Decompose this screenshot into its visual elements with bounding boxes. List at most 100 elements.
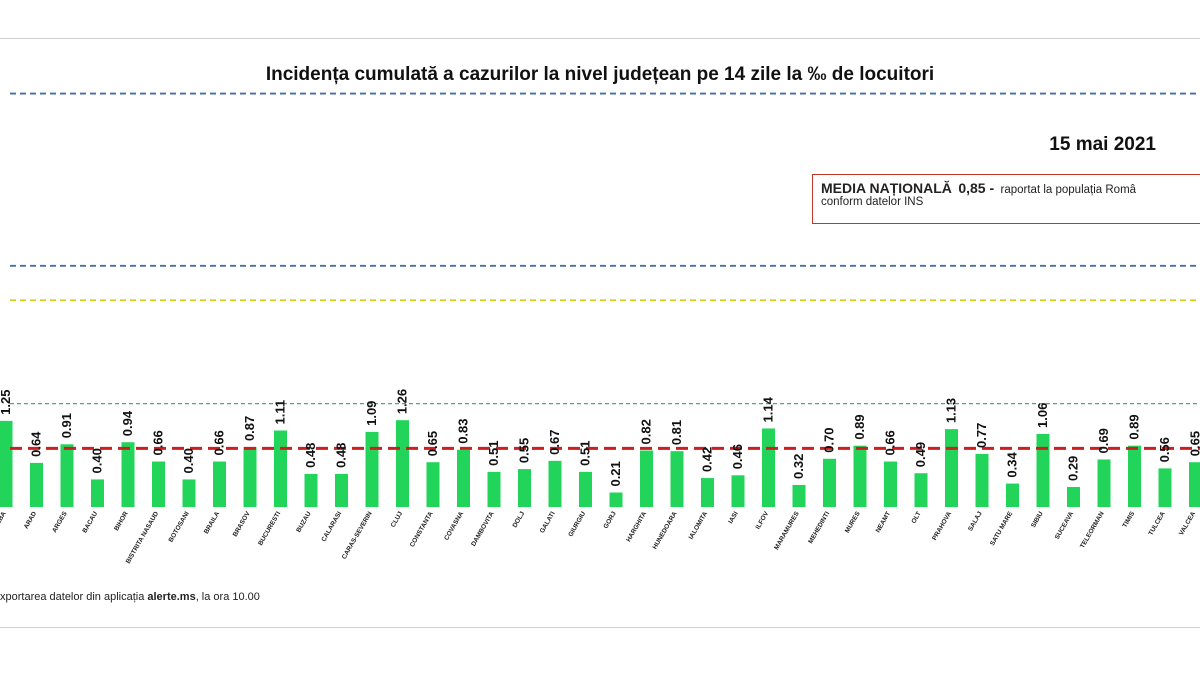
category-label: BIHOR [113, 510, 130, 532]
bar-giurgiu [579, 471, 592, 507]
data-label: 1.13 [944, 398, 959, 423]
data-label: 0.40 [181, 448, 196, 473]
category-label: BOTOSANI [168, 510, 191, 543]
bar-calarasi [335, 473, 348, 507]
data-label: 0.46 [730, 444, 745, 469]
category-label: MARAMURES [773, 510, 801, 551]
category-label: IALOMITA [688, 510, 710, 541]
bar-hunedoara [670, 451, 684, 507]
category-label: SATU MARE [989, 510, 1014, 547]
bar-caras-severin [365, 431, 379, 507]
data-label: 0.32 [791, 454, 806, 479]
bar-ilfov [762, 428, 775, 507]
bar-covasna [457, 449, 470, 507]
category-label: SIBIU [1030, 510, 1045, 529]
national-average-source: conform datelor INS [821, 196, 924, 208]
threshold-lines [10, 92, 1200, 405]
data-label: 0.65 [425, 431, 440, 456]
category-label: GIURGIU [567, 510, 587, 538]
category-label: GALATI [539, 510, 557, 534]
bar-botosani [182, 479, 196, 507]
source-prefix: xportarea datelor din aplicația [0, 591, 148, 603]
bar-valcea [1189, 462, 1200, 507]
category-label: ALBA [0, 510, 8, 529]
category-label: ARAD [23, 510, 39, 530]
bars-group [0, 420, 1200, 507]
category-label: BUCURESTI [257, 510, 282, 547]
bar-timis [1128, 445, 1141, 507]
bar-sibiu [1036, 433, 1050, 507]
bar-mehedinti [823, 458, 836, 507]
category-label: GORJ [602, 510, 617, 530]
bar-buzau [304, 473, 318, 507]
bar-satu-mare [1006, 483, 1019, 507]
data-label: 0.67 [547, 430, 562, 455]
bar-bacau [91, 479, 104, 507]
data-label: 0.66 [883, 430, 898, 455]
national-average-text: raportat la populația Româ [1000, 184, 1137, 196]
source-suffix: , la ora 10.00 [195, 591, 260, 603]
national-average-label: MEDIA NAȚIONALĂ [821, 180, 952, 196]
category-label: BISTRITA NASAUD [125, 510, 161, 565]
category-label: BRASOV [232, 510, 252, 538]
data-label: 1.11 [273, 400, 288, 425]
bar-galati [548, 460, 562, 507]
bar-iasi [731, 475, 745, 507]
data-label: 0.66 [151, 430, 166, 455]
bar-tulcea [1158, 468, 1172, 507]
bar-bihor [121, 442, 135, 507]
category-label: SUCEAVA [1054, 510, 1076, 540]
data-label: 0.82 [639, 419, 654, 444]
category-label: TELEORMAN [1079, 510, 1106, 549]
bar-arad [30, 462, 43, 507]
bar-constanta [426, 462, 440, 507]
data-label: 0.77 [974, 423, 989, 448]
category-label: TIMIS [1121, 510, 1136, 529]
data-label: 0.81 [669, 420, 684, 445]
category-label: BACAU [81, 510, 99, 534]
bar-bucuresti [274, 430, 287, 507]
data-label: 0.87 [242, 416, 257, 441]
data-label: 0.48 [334, 443, 349, 468]
data-label: 0.21 [608, 461, 623, 486]
category-label: BUZAU [295, 510, 313, 533]
bar-bistrita-nasaud [152, 461, 165, 507]
bar-alba [0, 420, 13, 507]
source-note: xportarea datelor din aplicația alerte.m… [0, 591, 260, 603]
report-date: 15 mai 2021 [1049, 134, 1156, 155]
bar-cluj [396, 420, 409, 507]
category-label: NEAMT [875, 510, 893, 534]
data-label: 1.25 [0, 390, 13, 415]
source-app: alerte.ms [147, 591, 196, 603]
data-label: 0.66 [212, 430, 227, 455]
data-label: 0.56 [1157, 437, 1172, 462]
category-label: DAMBOVITA [470, 510, 496, 547]
bar-maramures [792, 484, 806, 507]
data-label: 0.64 [29, 431, 44, 457]
category-label: HUNEDOARA [652, 510, 679, 550]
bar-suceava [1067, 487, 1080, 507]
data-label: 0.89 [1127, 414, 1142, 439]
bar-braila [213, 461, 226, 507]
data-label: 0.51 [486, 441, 501, 466]
bar-teleorman [1097, 459, 1111, 507]
bar-brasov [243, 447, 257, 507]
data-label: 1.09 [364, 401, 379, 426]
bar-dolj [518, 469, 531, 507]
bar-dambovita [487, 471, 501, 507]
category-label: CONSTANTA [409, 510, 435, 548]
category-label: CALARASI [320, 510, 343, 543]
category-label: DOLJ [511, 510, 526, 529]
bar-mures [853, 445, 867, 507]
data-label: 0.29 [1066, 456, 1081, 481]
bar-salaj [975, 453, 989, 507]
chart-title: Incidența cumulată a cazurilor la nivel … [265, 64, 935, 85]
data-label: 0.34 [1005, 452, 1020, 478]
category-label: HARGHITA [625, 510, 648, 543]
bar-chart: 1.25 0.64 0.91 0.40 0.94 0.66 0.40 0.66 0.87 1.11… [0, 92, 1200, 565]
bar-arges [60, 444, 74, 507]
data-label: 0.49 [913, 442, 928, 467]
bar-prahova [945, 429, 958, 507]
bottom-border [0, 627, 1200, 628]
